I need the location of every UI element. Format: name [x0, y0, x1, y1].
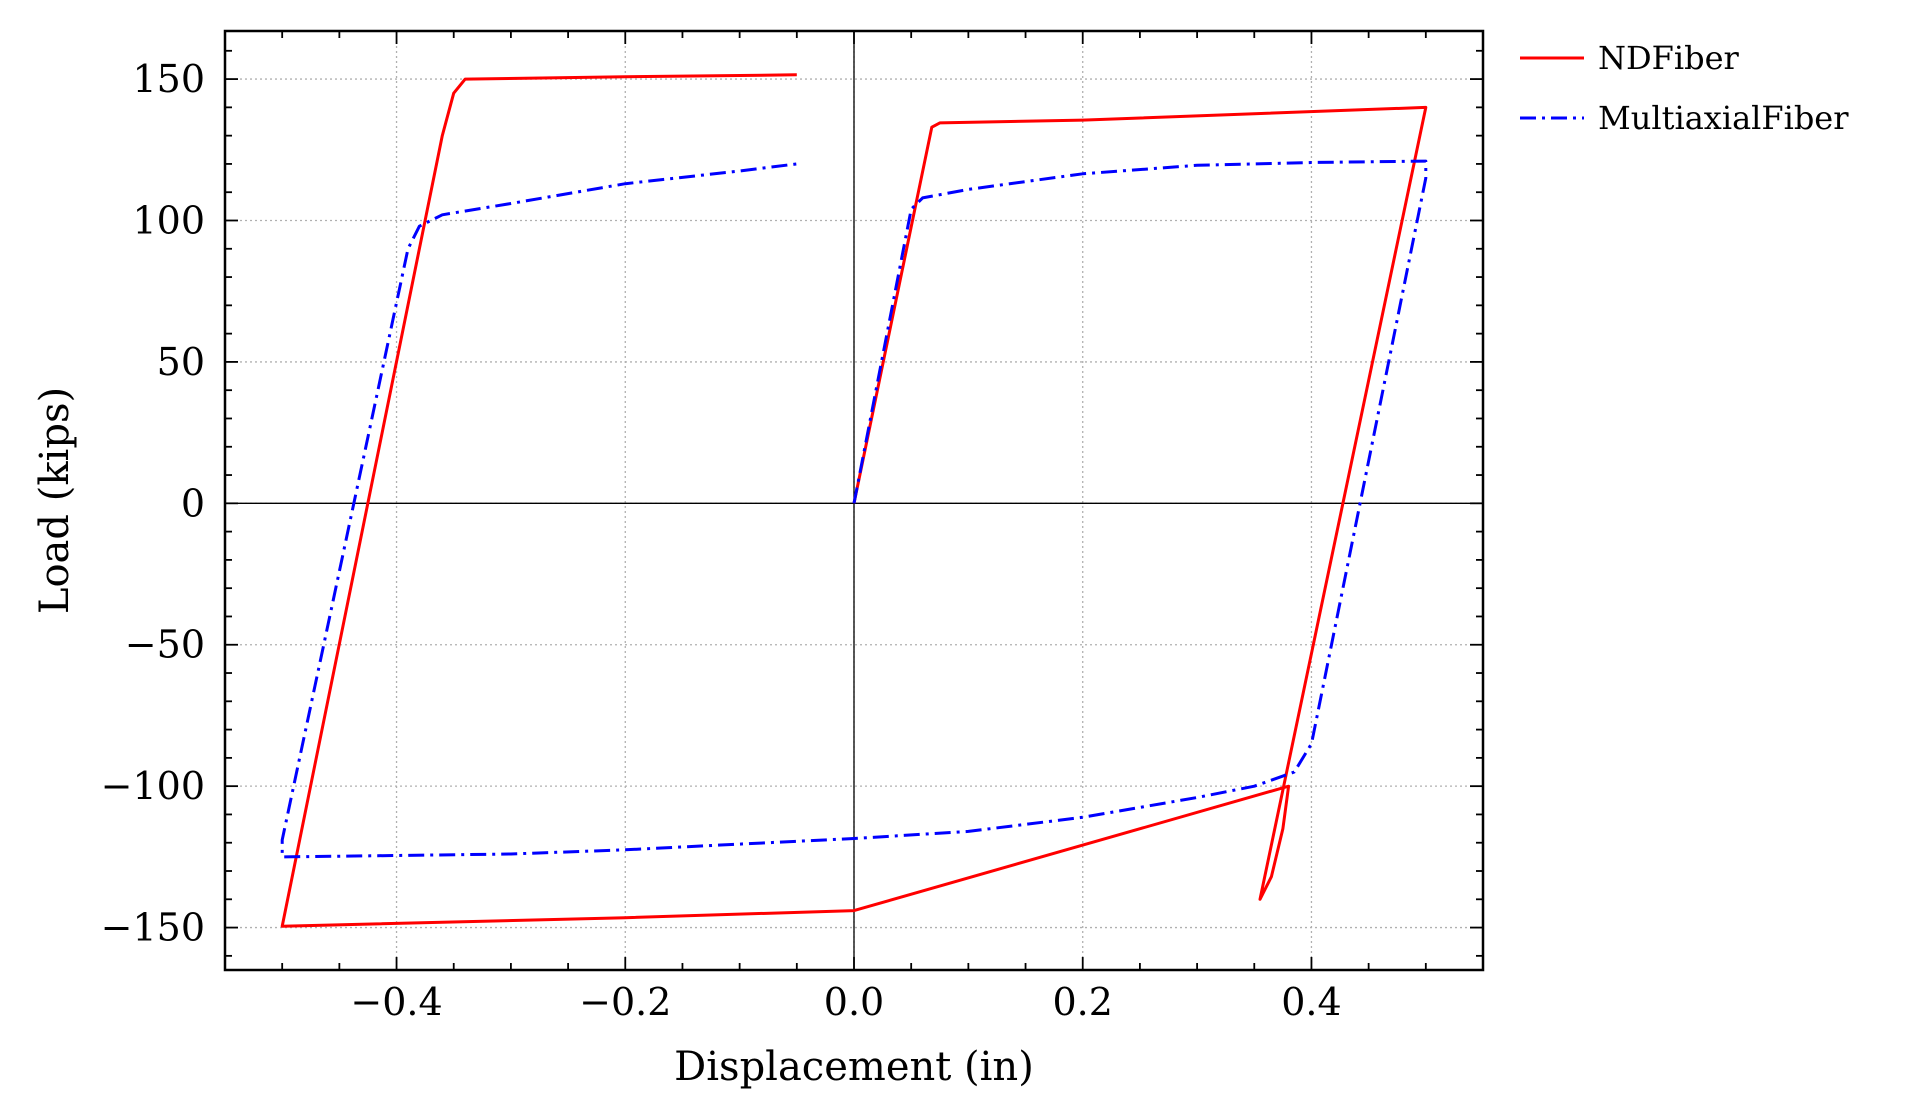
legend-label-multiaxialfiber: MultiaxialFiber — [1598, 99, 1849, 137]
x-tick-label: −0.4 — [350, 980, 442, 1024]
series-line-ndfiber — [280, 73, 1428, 928]
y-tick-label: 150 — [132, 57, 205, 101]
x-tick-labels: −0.4 −0.2 0.0 0.2 0.4 — [350, 980, 1341, 1024]
legend-label-ndfiber: NDFiber — [1598, 39, 1740, 77]
y-tick-label: 100 — [132, 198, 205, 242]
series-line-multiaxialfiber — [280, 159, 1428, 859]
y-tick-labels: 150 100 50 0 −50 −100 −150 — [101, 57, 205, 949]
y-tick-label: 0 — [181, 481, 205, 525]
y-tick-label: 50 — [157, 340, 205, 384]
legend: NDFiber MultiaxialFiber — [1520, 39, 1849, 137]
x-tick-label: 0.4 — [1281, 980, 1341, 1024]
x-axis-label: Displacement (in) — [674, 1044, 1034, 1090]
y-tick-label: −100 — [101, 764, 205, 808]
x-tick-label: 0.0 — [824, 980, 884, 1024]
axis-ticks — [224, 31, 1484, 970]
x-tick-label: −0.2 — [579, 980, 671, 1024]
plot-frame — [223, 29, 1485, 972]
y-tick-label: −150 — [101, 906, 205, 950]
series-lines — [280, 73, 1428, 928]
y-tick-label: −50 — [125, 623, 205, 667]
x-tick-label: 0.2 — [1053, 980, 1113, 1024]
y-axis-label: Load (kips) — [32, 387, 78, 614]
